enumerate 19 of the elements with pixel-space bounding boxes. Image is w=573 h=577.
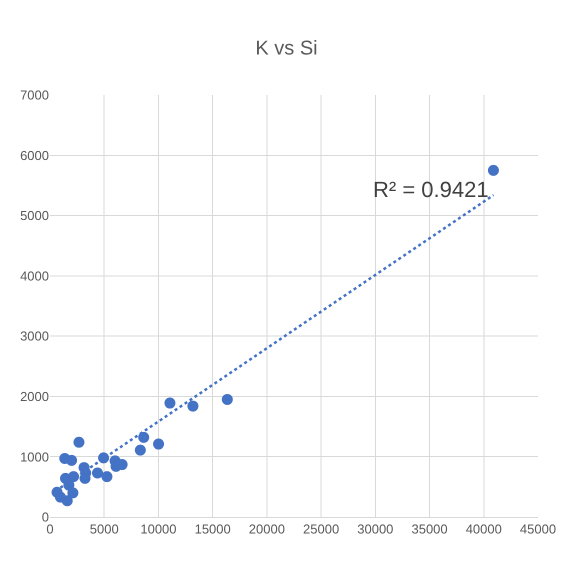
y-tick-label: 6000	[20, 148, 49, 163]
y-tick-label: 0	[42, 510, 49, 525]
y-tick-label: 4000	[20, 268, 49, 284]
x-tick-label: 45000	[520, 522, 556, 537]
y-tick-label: 1000	[20, 449, 49, 464]
x-tick-label: 40000	[466, 522, 502, 537]
annotation: R² = 0.9421	[373, 177, 489, 202]
x-tick-label: 15000	[194, 522, 231, 537]
chart-title: K vs Si	[255, 37, 318, 60]
y-tick-label: 3000	[20, 328, 49, 344]
y-tick-label: 2000	[20, 388, 49, 404]
x-tick-label: 25000	[303, 522, 340, 537]
y-tick-label: 5000	[20, 208, 49, 224]
y-tick-label: 7000	[20, 88, 49, 103]
x-tick-label: 10000	[140, 522, 177, 537]
x-tick-label: 30000	[357, 522, 394, 537]
x-tick-label: 5000	[90, 522, 119, 537]
x-tick-label: 35000	[411, 522, 448, 537]
x-tick-label: 20000	[248, 522, 285, 537]
